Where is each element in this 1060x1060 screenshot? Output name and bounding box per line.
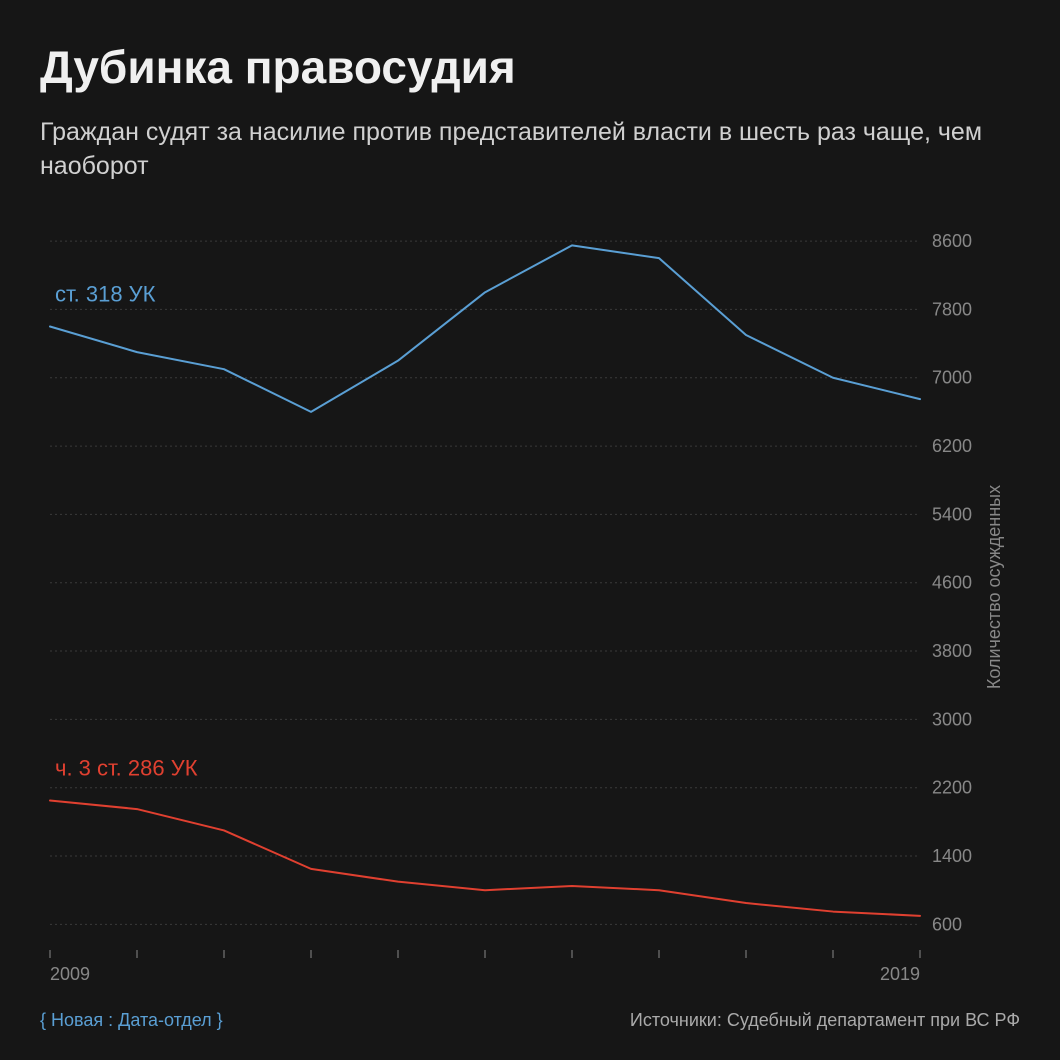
y-tick-label: 3000 [932, 709, 972, 729]
y-tick-label: 8600 [932, 231, 972, 251]
series-line [50, 245, 920, 412]
y-tick-label: 6200 [932, 436, 972, 456]
y-tick-label: 2200 [932, 777, 972, 797]
y-tick-label: 7000 [932, 367, 972, 387]
chart-title: Дубинка правосудия [40, 40, 1020, 94]
source-label: Источники: Судебный департамент при ВС Р… [630, 1010, 1020, 1031]
chart-subtitle: Граждан судят за насилие против представ… [40, 116, 1020, 184]
y-tick-label: 7800 [932, 299, 972, 319]
y-tick-label: 3800 [932, 641, 972, 661]
series-line [50, 800, 920, 915]
y-tick-label: 1400 [932, 846, 972, 866]
x-tick-label: 2019 [880, 964, 920, 984]
y-axis-title: Количество осужденных [984, 484, 1004, 688]
x-tick-label: 2009 [50, 964, 90, 984]
credit-label: { Новая : Дата-отдел } [40, 1010, 223, 1031]
series-label: ч. 3 ст. 286 УК [55, 755, 198, 780]
chart-area: 600 1400 2200 3000 3800 4600 5400 6200 7000 7800 8… [40, 214, 1020, 990]
y-tick-label: 600 [932, 914, 962, 934]
y-tick-label: 4600 [932, 572, 972, 592]
chart-footer: { Новая : Дата-отдел } Источники: Судебн… [40, 990, 1020, 1031]
series-label: ст. 318 УК [55, 281, 156, 306]
y-tick-label: 5400 [932, 504, 972, 524]
line-chart-svg: 600 1400 2200 3000 3800 4600 5400 6200 7000 7800 8… [40, 214, 1020, 990]
